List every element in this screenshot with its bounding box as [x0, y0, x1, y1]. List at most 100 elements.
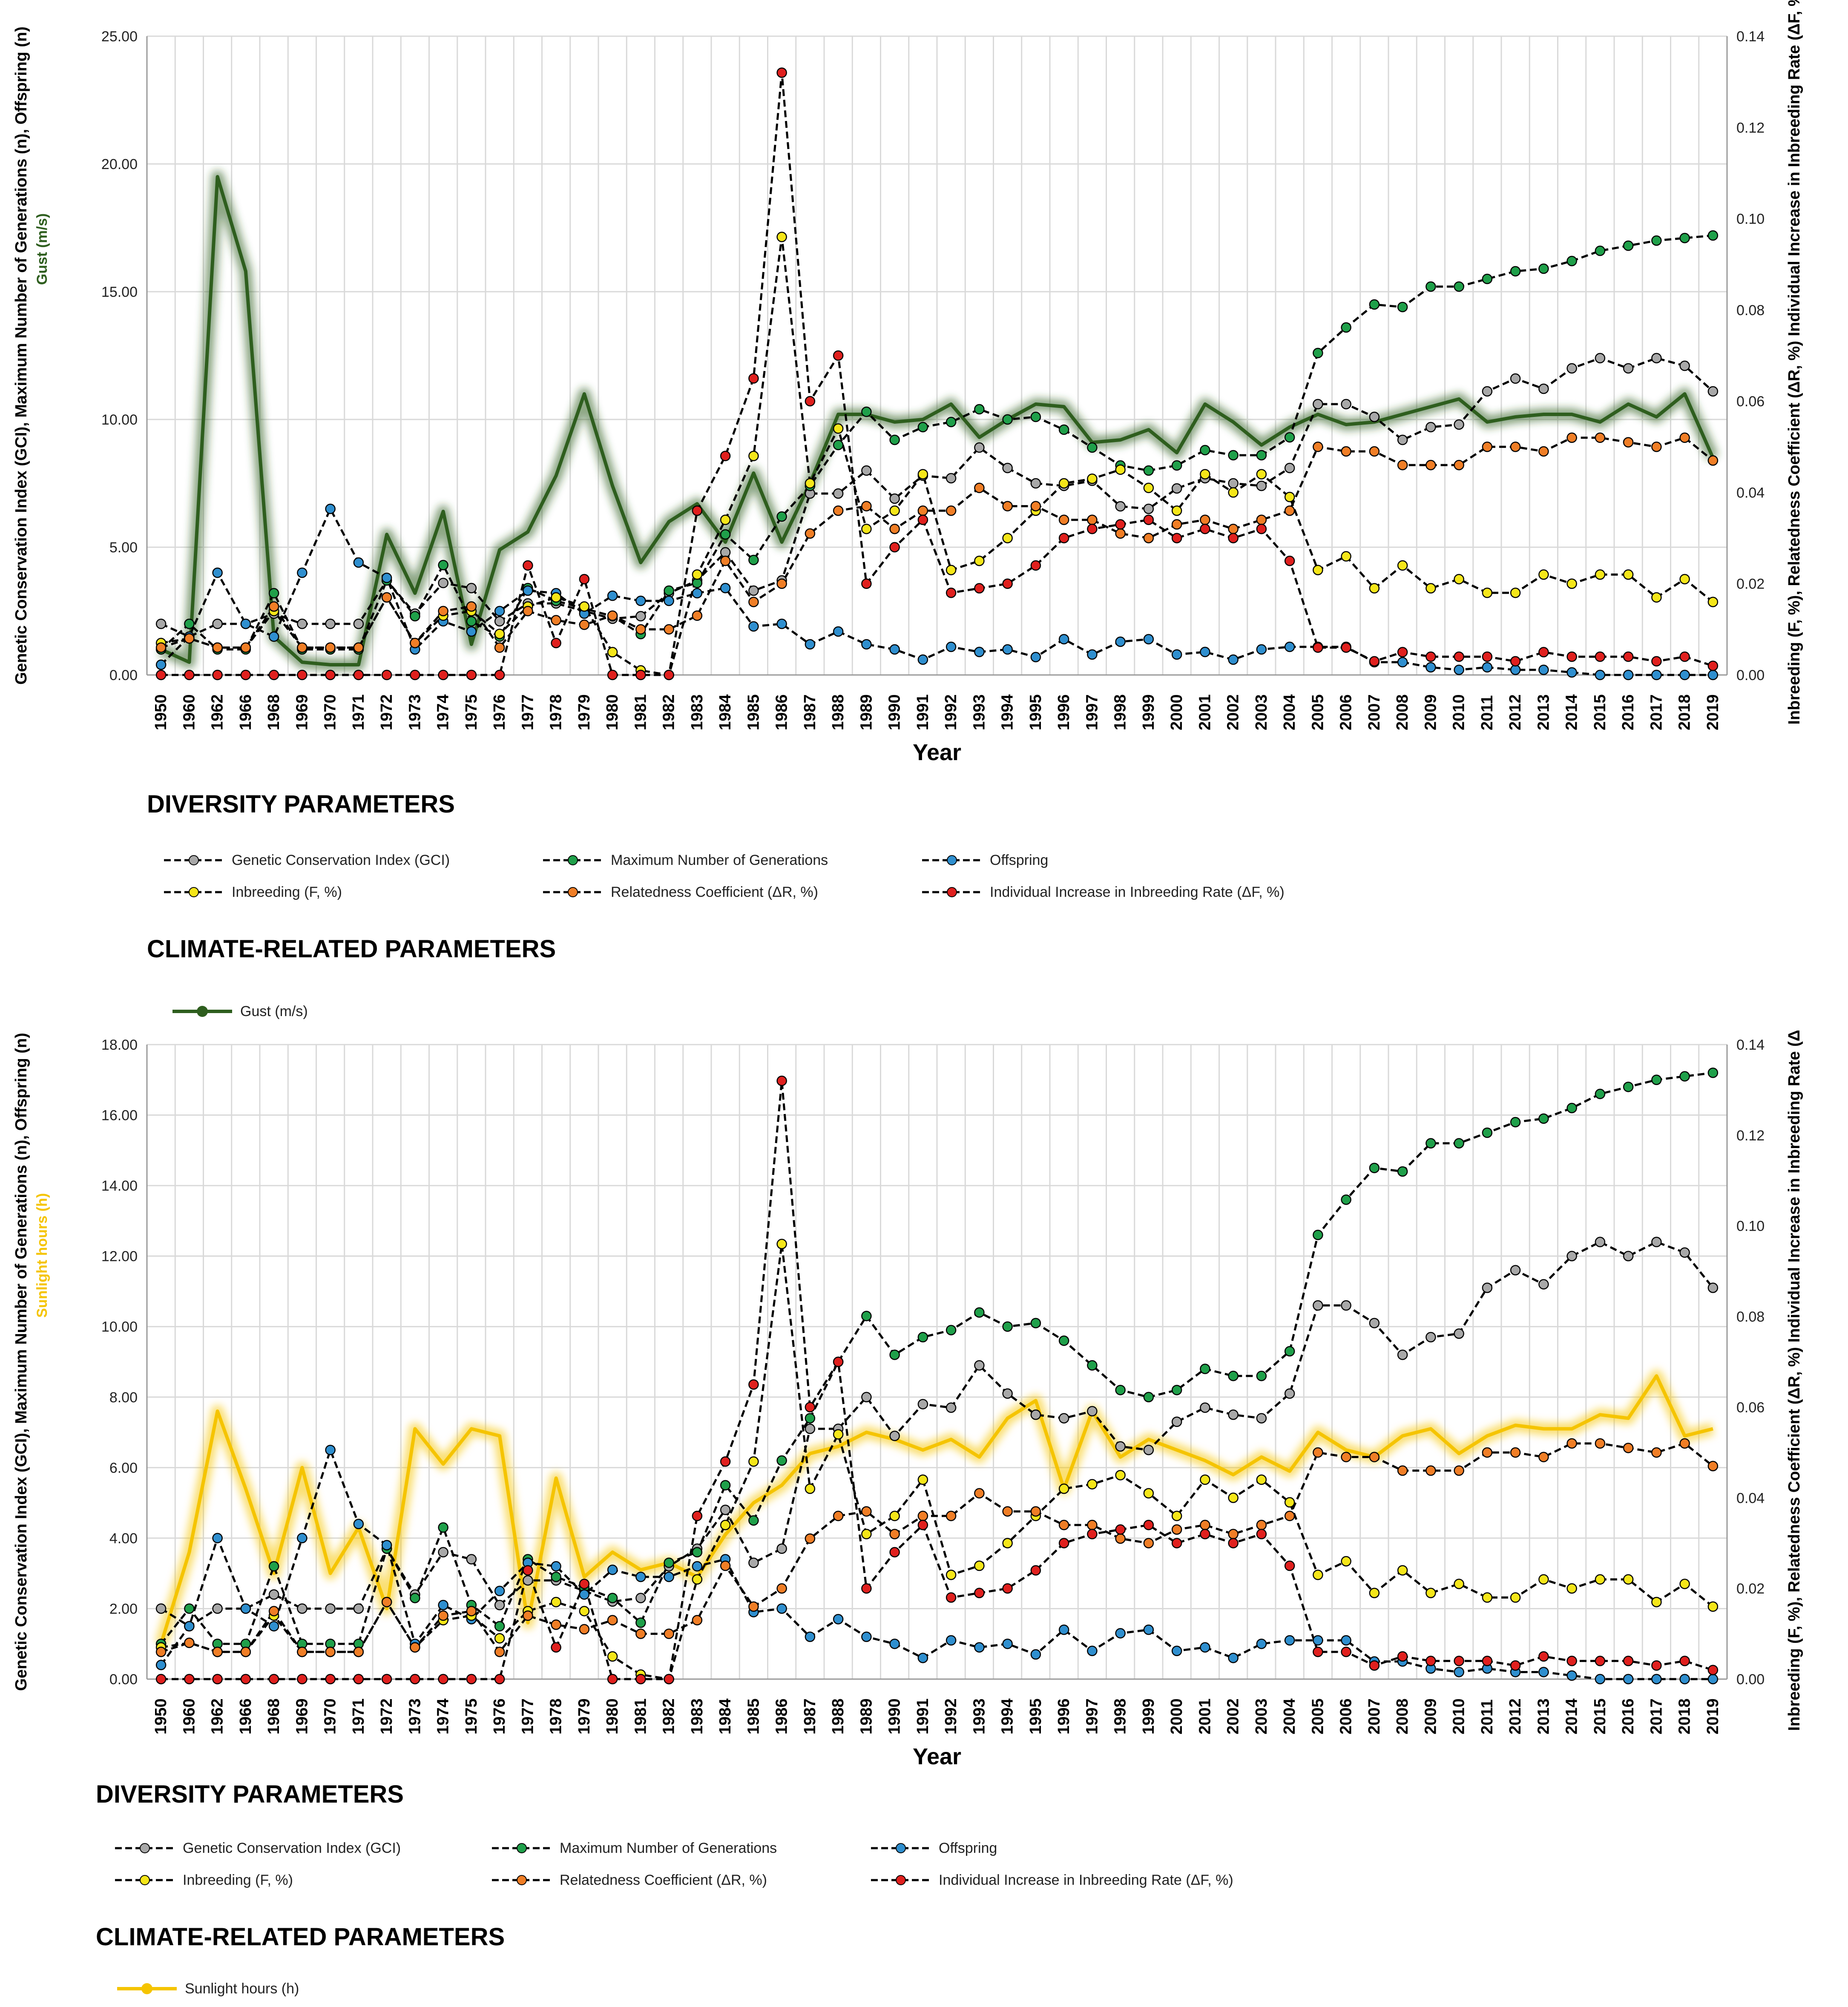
x-tick-label: 1991 [914, 1698, 932, 1734]
series-point-5 [1482, 651, 1493, 662]
x-tick-label: 2014 [1563, 694, 1581, 730]
legend-label: Genetic Conservation Index (GCI) [183, 1840, 401, 1856]
series-point-0 [1313, 1300, 1323, 1311]
series-point-4 [1115, 528, 1126, 539]
series-point-0 [1566, 363, 1577, 374]
series-point-1 [861, 1311, 872, 1321]
series-point-4 [1002, 1506, 1013, 1517]
series-point-1 [1313, 347, 1323, 359]
y-left-tick-label: 20.00 [101, 156, 138, 172]
series-point-2 [805, 1631, 816, 1642]
series-point-3 [1651, 592, 1662, 603]
y-right-tick-label: 0.02 [1736, 1581, 1765, 1597]
series-point-2 [607, 590, 618, 601]
series-point-4 [1369, 446, 1380, 457]
series-point-0 [1623, 1251, 1634, 1261]
series-point-5 [1538, 1651, 1549, 1662]
series-point-4 [1651, 442, 1662, 452]
series-point-4 [381, 592, 392, 603]
series-point-2 [1256, 644, 1267, 655]
series-point-2 [551, 1561, 561, 1572]
climate-series-line [160, 175, 1715, 666]
x-tick-label: 2011 [1478, 1700, 1496, 1734]
series-point-0 [1397, 434, 1408, 445]
y-right-tick-label: 0.06 [1736, 1399, 1765, 1416]
series-point-0 [1143, 1444, 1154, 1456]
series-point-0 [1256, 480, 1267, 491]
series-point-3 [692, 569, 703, 580]
y-right-tick-label: 0.00 [1736, 1671, 1765, 1688]
series-point-5 [579, 1579, 590, 1589]
series-point-3 [1426, 1588, 1436, 1599]
series-point-2 [861, 1631, 872, 1642]
series-point-4 [1256, 514, 1267, 525]
series-point-1 [551, 1571, 561, 1582]
series-point-2 [692, 1561, 703, 1572]
series-point-1 [1651, 1074, 1662, 1085]
series-point-5 [155, 669, 167, 680]
series-point-4 [1538, 446, 1549, 457]
diversity-heading-2: DIVERSITY PARAMETERS [96, 1780, 404, 1808]
x-tick-label: 2008 [1394, 1698, 1411, 1734]
series-point-1 [1058, 1335, 1069, 1346]
x-tick-label: 1981 [632, 694, 650, 730]
x-tick-label: 1985 [744, 1698, 762, 1734]
series-point-2 [240, 618, 251, 629]
legend-maxgen-1: Maximum Number of Generations [541, 847, 828, 873]
series-point-2 [268, 631, 279, 642]
x-tick-label: 1979 [575, 1698, 593, 1734]
x-tick-label: 1974 [434, 694, 452, 730]
series-point-1 [1369, 1163, 1380, 1173]
series-point-0 [325, 618, 336, 629]
series-point-2 [494, 606, 505, 617]
series-point-1 [635, 1617, 646, 1628]
series-point-2 [325, 503, 336, 514]
y-right-axis-title: Inbreeding (F, %), Relatedness Coefficie… [1785, 1031, 1803, 1731]
chart-sunlight: 0.00 2.00 4.00 6.00 8.00 10.00 12.00 14.00 16.00… [12, 1031, 1803, 1769]
series-point-2 [1623, 669, 1634, 680]
series-point-4 [1200, 1519, 1210, 1530]
x-tick-label: 1987 [801, 694, 819, 730]
series-point-3 [776, 232, 787, 242]
series-point-2 [1397, 657, 1408, 668]
series-point-1 [1284, 1346, 1295, 1357]
series-point-0 [748, 585, 759, 596]
x-tick-label: 2006 [1337, 1698, 1355, 1734]
series-point-1 [833, 439, 844, 451]
series-point-3 [974, 1560, 985, 1571]
series-point-5 [1228, 533, 1239, 543]
climate-series-line [159, 1374, 1713, 1645]
series-point-4 [438, 1610, 448, 1621]
series-point-4 [1228, 523, 1239, 534]
x-tick-label: 1987 [801, 1698, 819, 1734]
series-point-2 [1200, 646, 1210, 658]
series-point-4 [579, 1624, 590, 1635]
series-point-4 [720, 555, 731, 566]
series-point-1 [917, 422, 928, 433]
series-point-1 [1538, 1113, 1549, 1124]
x-tick-label: 1994 [999, 1698, 1017, 1734]
series-point-5 [1171, 533, 1182, 543]
series-point-3 [1313, 1569, 1323, 1580]
series-point-0 [1115, 1441, 1126, 1452]
legend-label: Inbreeding (F, %) [232, 884, 342, 900]
x-tick-label: 1993 [970, 694, 988, 730]
legend-offspring-1: Offspring [920, 847, 1048, 873]
series-point-0 [1200, 1402, 1210, 1413]
series-point-4 [438, 606, 448, 617]
series-point-3 [1058, 478, 1069, 489]
series-point-4 [381, 1596, 392, 1608]
series-point-3 [1707, 597, 1719, 607]
series-point-1 [1200, 445, 1210, 456]
series-point-2 [1566, 1670, 1577, 1681]
series-point-1 [776, 1455, 787, 1466]
series-point-1 [1171, 1384, 1182, 1395]
series-point-3 [1482, 1592, 1493, 1603]
series-point-5 [1058, 1538, 1069, 1548]
series-point-3 [974, 555, 985, 566]
series-point-4 [1341, 1452, 1351, 1462]
series-point-2 [664, 595, 674, 606]
series-point-4 [1538, 1452, 1549, 1462]
series-point-1 [1595, 245, 1606, 256]
series-point-3 [946, 565, 957, 575]
